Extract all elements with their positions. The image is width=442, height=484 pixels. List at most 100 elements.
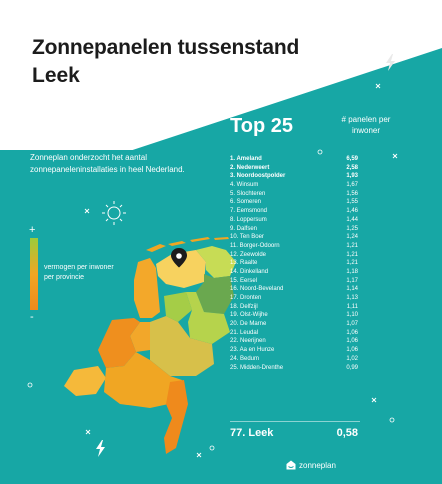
intro-text: Zonneplan onderzocht het aantal zonnepan… <box>30 153 185 174</box>
province-zeeland <box>64 366 106 396</box>
ranking-row: 22. Neerijnen 1,06 <box>230 337 358 346</box>
ranking-row-name: 8. Loppersum <box>230 216 267 223</box>
zonneplan-logo-icon <box>286 460 296 470</box>
ranking-row-name: 1. Ameland <box>230 156 262 162</box>
ranking-row: 11. Borger-Odoorn 1,21 <box>230 242 358 251</box>
ranking-row-value: 1,56 <box>346 190 358 197</box>
ranking-row-value: 1,44 <box>346 216 358 223</box>
legend-minus: - <box>30 311 34 323</box>
ranking-row-value: 1,14 <box>346 286 358 293</box>
ranking-row-value: 1,93 <box>346 173 358 180</box>
ranking-row-name: 20. De Marne <box>230 321 267 328</box>
divider <box>230 421 360 422</box>
ranking-row-value: 2,58 <box>346 164 358 171</box>
ranking-row-name: 5. Slochteren <box>230 190 266 197</box>
ranking-row: 4. Winsum 1,67 <box>230 181 358 190</box>
ranking-row-name: 17. Dronten <box>230 295 262 301</box>
ranking-row-name: 4. Winsum <box>230 182 259 189</box>
ranking-row-value: 0,99 <box>346 364 358 371</box>
page-title: Zonnepanelen tussenstand <box>32 36 300 59</box>
province-zuid-holland <box>98 318 140 368</box>
ranking-row-name: 12. Zeewolde <box>230 251 267 258</box>
ranking-row-value: 1,02 <box>346 355 358 362</box>
ranking-row: 5. Slochteren 1,56 <box>230 190 358 199</box>
province-friesland <box>156 250 206 288</box>
ranking-row: 9. Dalfsen 1,25 <box>230 225 358 234</box>
ranking-row-value: 1,17 <box>346 277 358 284</box>
ranking-row: 17. Dronten 1,13 <box>230 294 358 303</box>
ranking-row: 19. Olst-Wijhe 1,10 <box>230 311 358 320</box>
ranking-row-value: 1,46 <box>346 208 358 215</box>
ranking-row-name: 3. Noordoostpolder <box>230 173 286 180</box>
ranking-row-name: 7. Eemsmond <box>230 208 268 215</box>
ranking-row-name: 15. Eersel <box>230 277 258 284</box>
ranking-row-value: 1,21 <box>346 242 358 249</box>
ranking-row-name: 11. Borger-Odoorn <box>230 242 280 249</box>
ranking-row-name: 2. Nederweert <box>230 164 270 171</box>
ranking-row: 7. Eemsmond 1,46 <box>230 207 358 216</box>
ranking-row-name: 9. Dalfsen <box>230 225 258 232</box>
decorative-marks <box>84 83 398 458</box>
ranking-row: 14. Dinkelland 1,18 <box>230 268 358 277</box>
province-gelderland <box>150 316 214 376</box>
ranking-row: 23. Aa en Hunze 1,06 <box>230 346 358 355</box>
ranking-row-name: 16. Noord-Beveland <box>230 286 284 293</box>
ranking-row-value: 6,59 <box>346 156 358 162</box>
ranking-row: 3. Noordoostpolder 1,93 <box>230 172 358 181</box>
ranking-row: 20. De Marne 1,07 <box>230 320 358 329</box>
lightning-icon <box>386 54 395 71</box>
ranking-row-name: 21. Leudal <box>230 329 259 336</box>
ranking-row: 18. Delfzijl 1,11 <box>230 303 358 312</box>
ranking-row-name: 18. Delfzijl <box>230 303 258 310</box>
ranking-row-value: 1,10 <box>346 312 358 319</box>
ranking-row-value: 1,13 <box>346 295 358 301</box>
ranking-row-name: 14. Dinkelland <box>230 268 269 275</box>
highlight-row-name: 77. Leek <box>230 427 274 439</box>
legend-plus: + <box>29 224 36 236</box>
province-groningen <box>196 246 236 278</box>
ranking-row: 10. Ten Boer 1,24 <box>230 233 358 242</box>
ranking-row: 12. Zeewolde 1,21 <box>230 251 358 260</box>
ranking-row: 1. Ameland 6,59 <box>230 155 358 164</box>
province-noord-brabant <box>104 352 182 408</box>
ranking-list: 1. Ameland 6,59 2. Nederweert 2,58 3. Noordo… <box>230 155 358 372</box>
ranking-row-name: 23. Aa en Hunze <box>230 347 275 354</box>
brand-logo: zonneplan <box>286 460 336 470</box>
legend-gradient-bar <box>30 238 38 310</box>
lightning-icon <box>96 440 105 457</box>
ranking-row: 15. Eersel 1,17 <box>230 277 358 286</box>
ranking-row: 24. Bedum 1,02 <box>230 355 358 364</box>
ranking-row-name: 22. Neerijnen <box>230 338 266 345</box>
decorative-dots <box>27 149 395 451</box>
ranking-row-value: 1,67 <box>346 182 358 189</box>
ranking-column-header: # panelen per inwoner <box>341 115 391 135</box>
wadden-islands <box>146 237 229 252</box>
province-limburg <box>164 380 188 454</box>
province-noord-holland <box>134 258 160 318</box>
ranking-row-value: 1,21 <box>346 260 358 267</box>
brand-name: zonneplan <box>299 460 336 470</box>
ranking-row: 21. Leudal 1,06 <box>230 329 358 338</box>
ranking-heading: Top 25 <box>230 115 293 137</box>
ranking-row-name: 25. Midden-Drenthe <box>230 364 284 371</box>
ranking-row-name: 6. Someren <box>230 199 262 206</box>
ranking-row-value: 1,06 <box>346 347 358 354</box>
sun-icon <box>102 201 126 225</box>
ranking-row-name: 24. Bedum <box>230 355 260 362</box>
ranking-row: 16. Noord-Beveland 1,14 <box>230 285 358 294</box>
province-flevoland <box>164 292 192 322</box>
ranking-row-value: 1,24 <box>346 234 358 241</box>
ranking-row-value: 1,06 <box>346 338 358 345</box>
ranking-row-value: 1,18 <box>346 268 358 275</box>
ranking-row-value: 1,07 <box>346 321 358 328</box>
location-pin-icon <box>171 248 187 268</box>
ranking-row-value: 1,55 <box>346 199 358 206</box>
ranking-row: 13. Raalte 1,21 <box>230 259 358 268</box>
ranking-row-name: 10. Ten Boer <box>230 234 264 241</box>
ranking-row: 25. Midden-Drenthe 0,99 <box>230 364 358 373</box>
legend-label: vermogen per inwoner per provincie <box>44 264 114 281</box>
ranking-row: 8. Loppersum 1,44 <box>230 216 358 225</box>
province-drenthe <box>196 274 234 314</box>
page-subtitle: Leek <box>32 64 80 87</box>
